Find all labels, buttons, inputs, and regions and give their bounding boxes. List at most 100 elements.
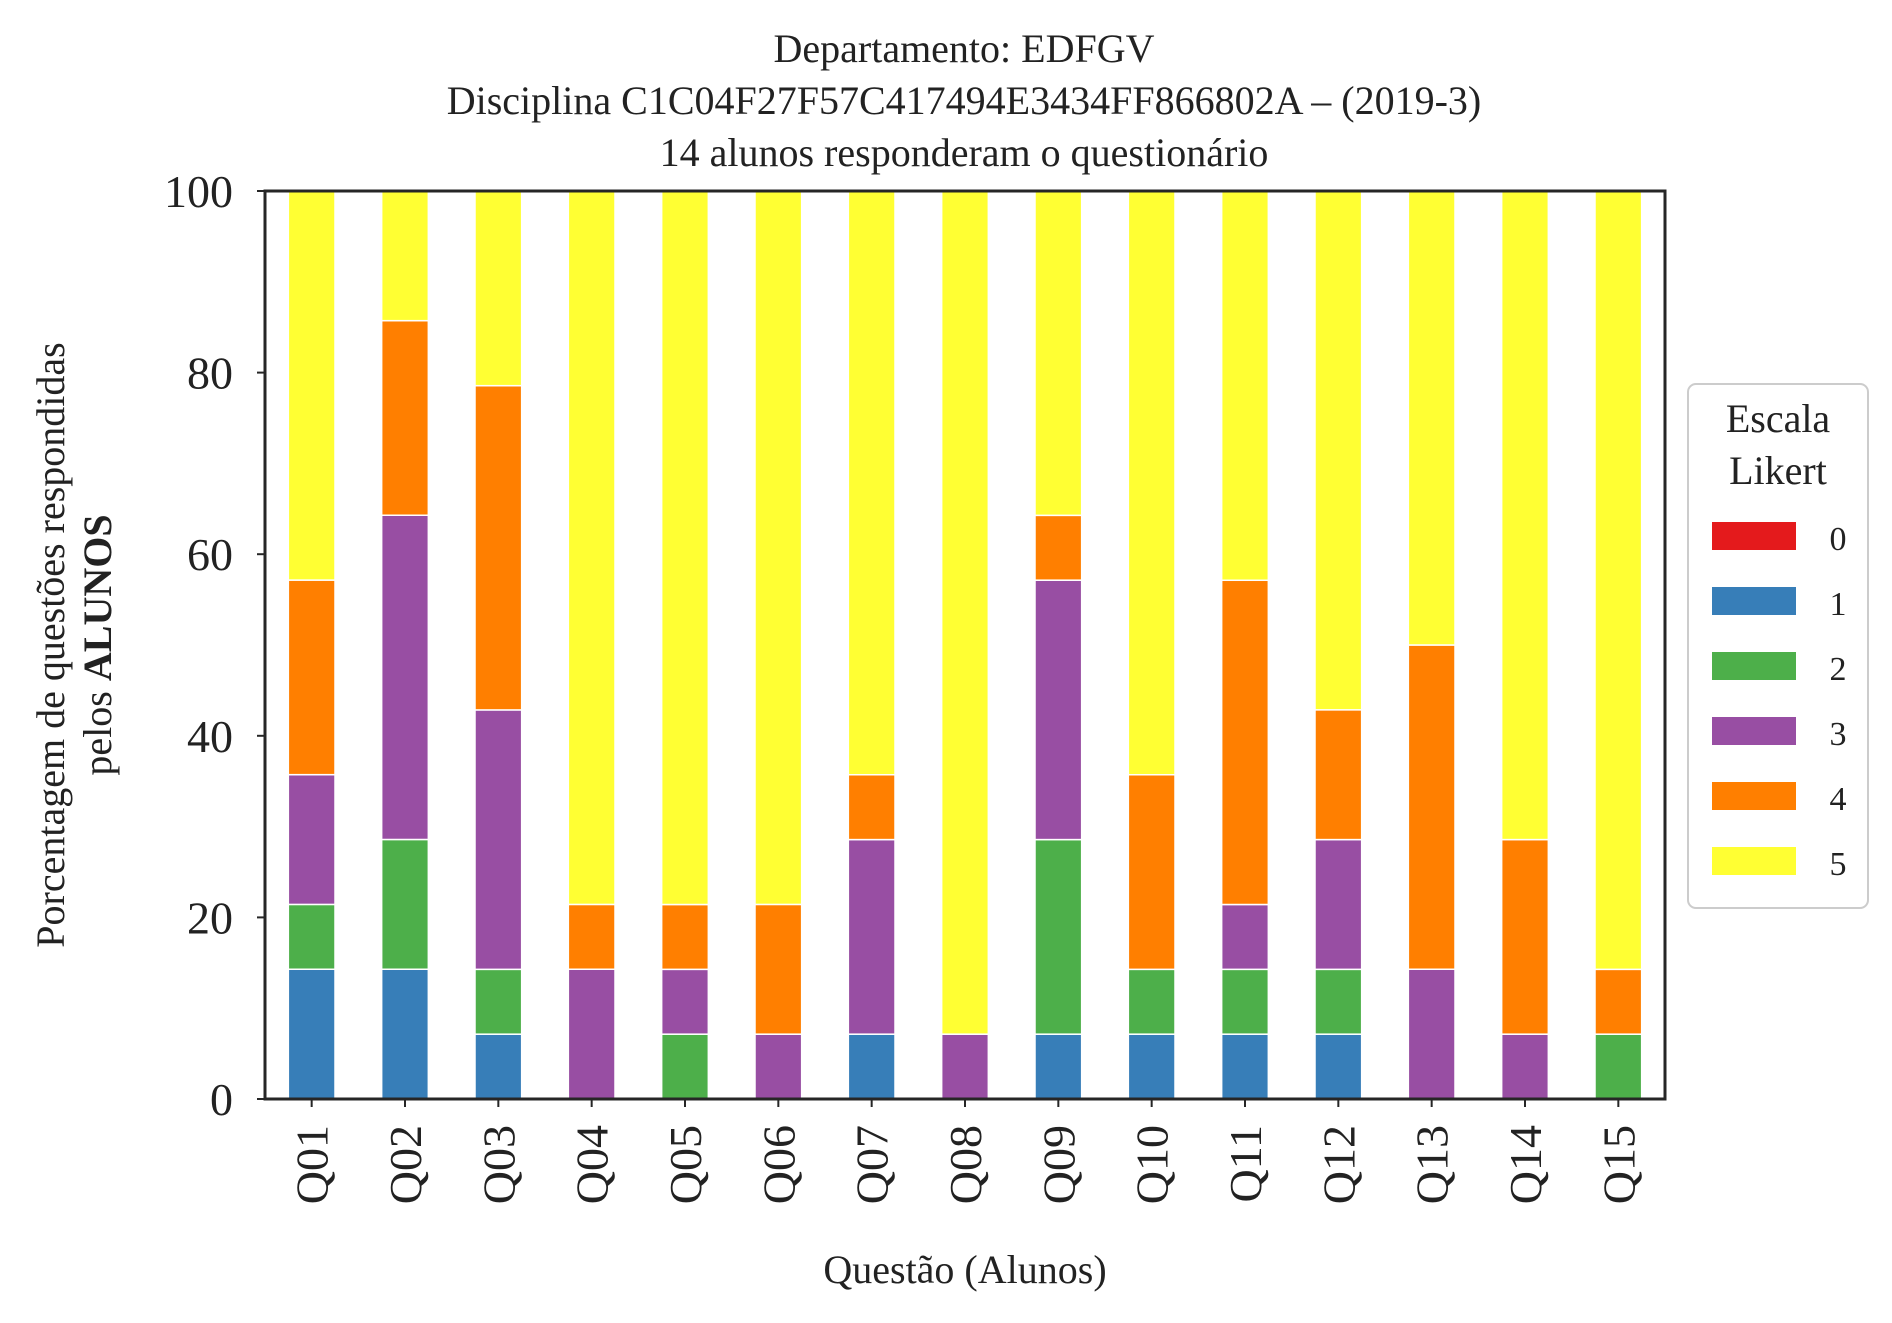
bar-Q02-likert-5 xyxy=(380,190,430,322)
bar-Q03-likert-3 xyxy=(474,709,523,971)
bar-Q05-likert-4 xyxy=(660,903,710,971)
bar-Q10-likert-5 xyxy=(1127,190,1176,776)
bar-Q09-likert-4 xyxy=(1034,514,1083,581)
legend-swatch-1 xyxy=(1712,587,1796,615)
bar-Q09-likert-3 xyxy=(1034,579,1083,841)
bar-Q03-likert-1 xyxy=(474,1033,523,1100)
x-tick-label-Q02: Q02 xyxy=(380,1125,431,1204)
y-tick-label: 80 xyxy=(187,348,233,399)
x-tick-label-Q07: Q07 xyxy=(847,1125,898,1204)
bar-Q09-likert-5 xyxy=(1034,190,1083,517)
x-tick-label-Q05: Q05 xyxy=(660,1125,711,1204)
bar-Q05-likert-2 xyxy=(660,1033,710,1100)
chart-title: Departamento: EDFGV Disciplina C1C04F27F… xyxy=(447,26,1482,175)
x-tick-label-Q01: Q01 xyxy=(287,1125,338,1204)
bar-Q13-likert-3 xyxy=(1407,968,1456,1100)
bar-Q01-likert-1 xyxy=(287,968,336,1100)
bar-Q11-likert-1 xyxy=(1220,1033,1270,1100)
y-tick-label: 0 xyxy=(210,1074,233,1125)
legend-items: 0 1 2 3 4 5 xyxy=(1712,521,1847,883)
bar-Q07-likert-3 xyxy=(847,838,896,1035)
bar-Q15-likert-2 xyxy=(1594,1033,1643,1100)
bar-Q14-likert-4 xyxy=(1500,838,1550,1035)
y-axis-ticks: 0 20 40 60 80 100 xyxy=(164,166,265,1125)
x-tick-label-Q13: Q13 xyxy=(1407,1125,1458,1204)
bar-Q14-likert-3 xyxy=(1500,1033,1550,1100)
bar-Q12-likert-2 xyxy=(1314,968,1363,1035)
legend-label-3: 3 xyxy=(1830,716,1847,753)
bar-Q10-likert-4 xyxy=(1127,774,1176,971)
bar-Q09-likert-1 xyxy=(1034,1033,1083,1100)
bar-Q02-likert-1 xyxy=(380,968,430,1100)
bar-Q11-likert-2 xyxy=(1220,968,1270,1035)
bar-Q07-likert-5 xyxy=(847,190,896,776)
bar-Q05-likert-5 xyxy=(660,190,710,906)
bar-Q09-likert-2 xyxy=(1034,838,1083,1035)
x-axis-label: Questão (Alunos) xyxy=(823,1247,1106,1292)
x-tick-label-Q11: Q11 xyxy=(1220,1125,1271,1203)
x-tick-label-Q08: Q08 xyxy=(940,1125,991,1204)
legend: Escala Likert 0 1 2 3 4 5 xyxy=(1687,383,1869,909)
y-axis-label-bold: ALUNOS xyxy=(75,514,120,681)
bar-Q12-likert-4 xyxy=(1314,709,1363,841)
plot-frame xyxy=(263,189,1667,1101)
y-tick-label: 20 xyxy=(187,892,233,943)
legend-swatch-4 xyxy=(1712,782,1796,810)
legend-label-5: 5 xyxy=(1830,846,1847,883)
bar-Q12-likert-3 xyxy=(1314,838,1363,971)
bar-Q01-likert-2 xyxy=(287,903,336,970)
bar-Q15-likert-5 xyxy=(1594,190,1643,971)
bars-layer xyxy=(287,190,1643,1100)
bar-Q12-likert-1 xyxy=(1314,1033,1363,1100)
y-axis-label-line-1: Porcentagem de questões respondidas xyxy=(28,342,73,947)
bar-Q08-likert-5 xyxy=(940,190,990,1035)
legend-label-4: 4 xyxy=(1830,781,1847,818)
legend-swatch-0 xyxy=(1712,522,1796,550)
bar-Q15-likert-4 xyxy=(1594,968,1643,1035)
bar-Q13-likert-4 xyxy=(1407,644,1456,970)
x-tick-label-Q09: Q09 xyxy=(1033,1125,1084,1204)
title-line-3: 14 alunos responderam o questionário xyxy=(660,130,1269,175)
bar-Q05-likert-3 xyxy=(660,968,710,1035)
bar-Q02-likert-4 xyxy=(380,319,430,516)
bar-Q04-likert-4 xyxy=(567,903,616,970)
bar-Q12-likert-5 xyxy=(1314,190,1363,711)
bar-Q06-likert-5 xyxy=(754,190,803,906)
legend-label-1: 1 xyxy=(1830,586,1847,623)
bar-Q07-likert-1 xyxy=(847,1033,896,1100)
bar-Q13-likert-5 xyxy=(1407,190,1456,646)
title-line-2: Disciplina C1C04F27F57C417494E3434FF8668… xyxy=(447,78,1482,123)
y-axis-label-line-2: pelos ALUNOS xyxy=(75,514,120,775)
x-axis-ticks: Q01 Q02 Q03 Q04 Q05 Q06 Q07 Q08 Q09 Q10 Q11 Q12 Q13 Q… xyxy=(287,1099,1644,1204)
x-tick-label-Q10: Q10 xyxy=(1127,1125,1178,1204)
x-tick-label-Q03: Q03 xyxy=(473,1125,524,1204)
y-tick-label: 40 xyxy=(187,711,233,762)
bar-Q07-likert-4 xyxy=(847,774,896,841)
legend-swatch-3 xyxy=(1712,717,1796,745)
legend-title-line-1: Escala xyxy=(1726,396,1831,441)
title-line-1: Departamento: EDFGV xyxy=(773,26,1154,71)
x-tick-label-Q04: Q04 xyxy=(567,1125,618,1204)
bar-Q04-likert-5 xyxy=(567,190,616,906)
bar-Q02-likert-3 xyxy=(380,514,430,841)
bar-Q01-likert-5 xyxy=(287,190,336,581)
bar-Q03-likert-2 xyxy=(474,968,523,1035)
y-tick-label: 100 xyxy=(164,166,233,217)
y-axis-label: Porcentagem de questões respondidas pelo… xyxy=(28,342,120,947)
bar-Q03-likert-4 xyxy=(474,384,523,711)
bar-Q01-likert-4 xyxy=(287,579,336,776)
legend-box xyxy=(1687,383,1869,909)
x-tick-label-Q12: Q12 xyxy=(1313,1125,1364,1204)
bar-Q10-likert-2 xyxy=(1127,968,1176,1035)
bar-Q03-likert-5 xyxy=(474,190,523,387)
bar-Q06-likert-4 xyxy=(754,903,803,1035)
x-tick-label-Q06: Q06 xyxy=(753,1125,804,1204)
bar-Q01-likert-3 xyxy=(287,773,336,906)
bar-Q14-likert-5 xyxy=(1500,190,1550,841)
legend-label-2: 2 xyxy=(1830,651,1847,688)
x-tick-label-Q15: Q15 xyxy=(1593,1125,1644,1204)
bar-Q11-likert-5 xyxy=(1220,190,1270,582)
x-tick-label-Q14: Q14 xyxy=(1500,1125,1551,1204)
bar-Q04-likert-3 xyxy=(567,968,616,1100)
